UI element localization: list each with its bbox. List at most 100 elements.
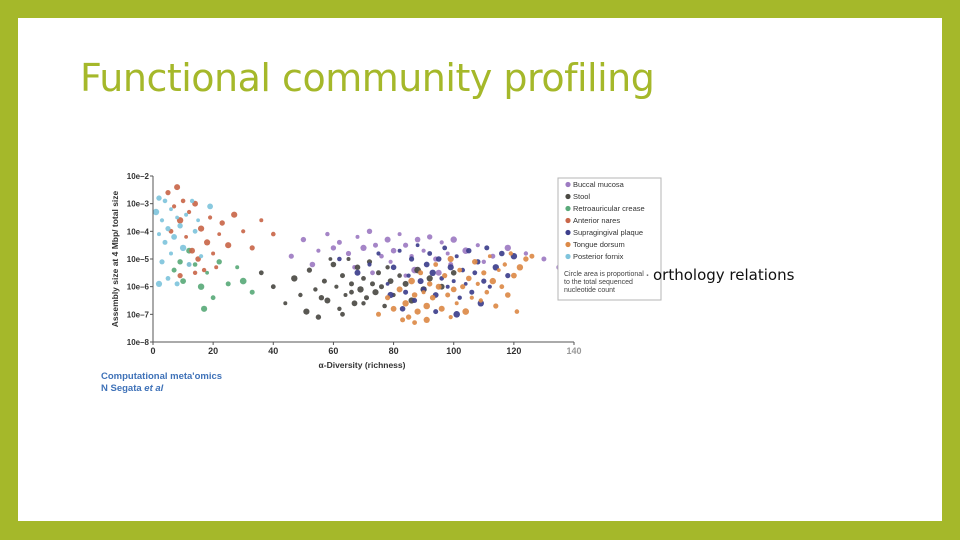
data-point (439, 240, 444, 245)
data-point (442, 245, 448, 251)
data-point (481, 270, 487, 276)
data-point (406, 273, 411, 278)
data-point (435, 256, 442, 262)
data-point (211, 251, 216, 256)
data-point (162, 198, 168, 204)
data-point (336, 239, 342, 245)
data-point (427, 251, 433, 256)
data-point (184, 235, 189, 239)
legend-label: Retroauricular crease (573, 204, 645, 213)
y-tick-label: 10e–3 (127, 200, 150, 209)
data-point (165, 276, 171, 281)
data-point (505, 273, 511, 279)
data-point (445, 284, 450, 289)
data-point (152, 208, 160, 216)
data-point (489, 277, 496, 285)
data-point (309, 261, 316, 268)
y-axis-label: Assembly size at 4 Mbp/ total size (110, 190, 120, 327)
legend-label: Buccal mucosa (573, 180, 625, 189)
data-point (414, 236, 421, 243)
data-point (195, 256, 201, 262)
data-point (433, 262, 439, 267)
data-point (157, 232, 161, 237)
data-point (315, 314, 322, 320)
data-point (397, 232, 402, 237)
legend-label: Supragingival plaque (573, 228, 643, 237)
data-point (403, 242, 409, 248)
legend-swatch (565, 229, 571, 236)
data-point (396, 286, 403, 293)
data-point (504, 244, 511, 252)
data-point (241, 229, 246, 234)
data-point (373, 242, 378, 248)
data-point (349, 289, 354, 295)
data-point (447, 264, 454, 271)
data-point (239, 277, 247, 285)
data-point (481, 259, 486, 264)
data-point (411, 292, 418, 298)
data-point (460, 284, 466, 290)
data-point (402, 300, 409, 307)
data-point (463, 282, 468, 286)
series-tongue-dorsum (376, 251, 535, 325)
data-point (169, 207, 173, 212)
data-point (376, 270, 381, 276)
data-point (366, 228, 373, 234)
data-point (462, 308, 470, 315)
legend-label: Anterior nares (573, 216, 620, 225)
data-point (334, 284, 339, 289)
data-point (367, 262, 372, 267)
data-point (235, 265, 240, 270)
data-point (201, 267, 207, 273)
data-point (385, 282, 390, 286)
x-tick-label: 100 (446, 346, 461, 356)
data-point (448, 315, 453, 320)
data-point (529, 253, 535, 259)
data-point (376, 251, 381, 256)
data-point (354, 269, 361, 276)
data-point (180, 278, 187, 284)
data-point (330, 261, 337, 268)
data-point (433, 309, 439, 315)
data-point (417, 278, 424, 285)
legend-swatch (565, 181, 571, 188)
data-point (426, 275, 433, 282)
legend-note: Circle area is proportional to the total… (564, 271, 646, 294)
y-tick-label: 10e–7 (127, 310, 150, 319)
data-point (484, 245, 490, 251)
data-point (360, 244, 367, 251)
data-point (427, 234, 433, 240)
data-point (523, 256, 529, 262)
data-point (346, 257, 351, 261)
data-point (390, 305, 397, 312)
data-point (184, 212, 189, 217)
data-point (249, 245, 255, 251)
data-point (450, 236, 457, 243)
data-point (354, 264, 361, 271)
y-tick-label: 10e–5 (127, 255, 150, 264)
data-point (505, 292, 511, 298)
data-point (156, 195, 162, 201)
data-point (162, 239, 168, 245)
data-point (192, 262, 198, 267)
data-point (412, 298, 418, 303)
data-point (496, 268, 501, 272)
data-point (384, 236, 391, 243)
data-point (231, 211, 238, 218)
data-point (372, 289, 379, 296)
source-caption-title: Computational meta'omics (101, 371, 223, 382)
data-point (364, 295, 369, 301)
series-posterior-fornix (152, 195, 214, 287)
data-point (397, 273, 402, 278)
data-point (361, 301, 366, 306)
y-tick-label: 10e–6 (127, 283, 150, 292)
data-point (400, 317, 406, 323)
data-point (457, 295, 462, 300)
data-point (487, 254, 492, 259)
data-point (303, 308, 310, 315)
bullet-marker: · (645, 266, 650, 283)
data-point (472, 259, 478, 265)
data-point (541, 256, 547, 262)
data-point (225, 242, 232, 249)
